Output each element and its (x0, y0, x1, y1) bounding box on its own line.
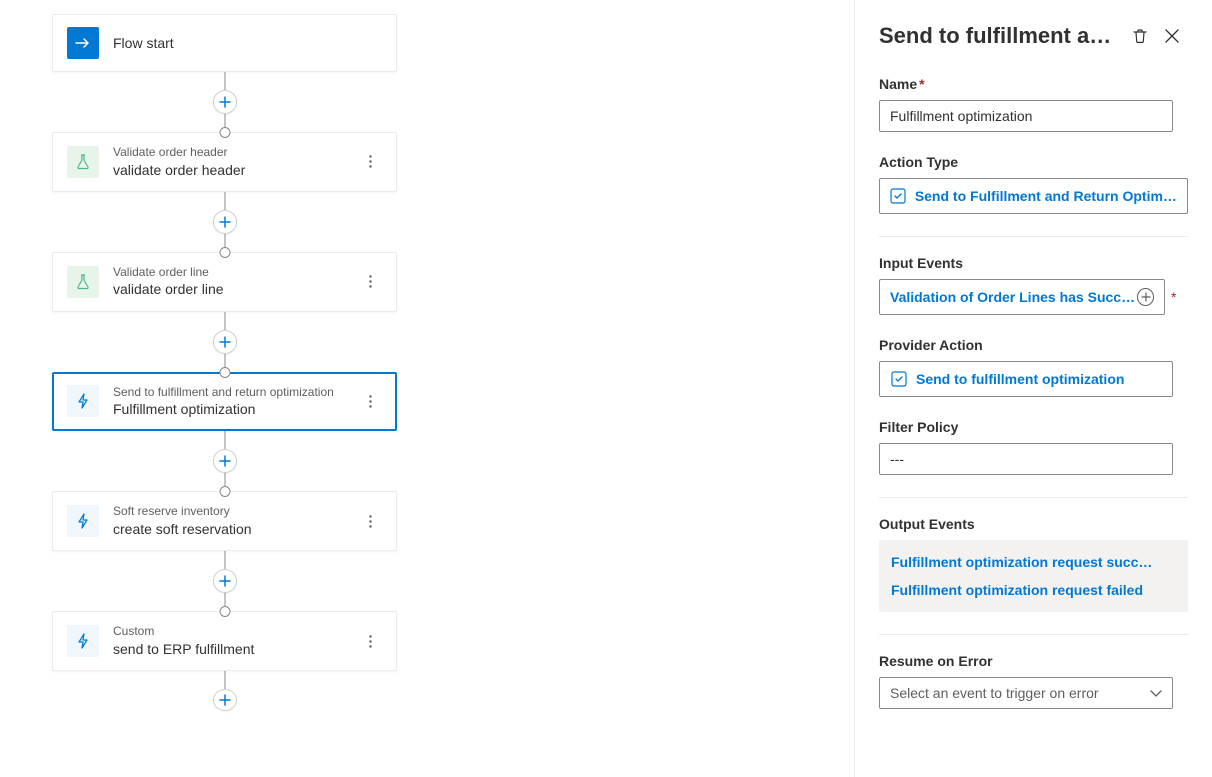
bolt-icon (67, 385, 99, 417)
filter-policy-input[interactable] (879, 443, 1173, 475)
resume-on-error-field: Resume on Error Select an event to trigg… (879, 653, 1188, 709)
flow-start-label: Flow start (113, 34, 382, 52)
provider-action-field: Provider Action Send to fulfillment opti… (879, 337, 1188, 397)
name-field: Name* (879, 76, 1188, 132)
provider-action-value: Send to fulfillment optimization (916, 371, 1124, 387)
node-menu-button[interactable] (358, 389, 382, 413)
resume-on-error-select[interactable]: Select an event to trigger on error (879, 677, 1173, 709)
arrow-icon (67, 27, 99, 59)
add-step-button[interactable] (213, 90, 237, 114)
divider (879, 497, 1188, 498)
node-menu-button[interactable] (358, 150, 382, 174)
name-label: Name* (879, 76, 1188, 92)
flow-start-node[interactable]: Flow start (52, 14, 397, 72)
connector (52, 72, 397, 132)
output-events-label: Output Events (879, 516, 1188, 532)
action-type-label: Action Type (879, 154, 1188, 170)
resume-on-error-label: Resume on Error (879, 653, 1188, 669)
node-title: validate order header (113, 161, 358, 179)
flow-node-validate-header[interactable]: Validate order header validate order hea… (52, 132, 397, 192)
close-button[interactable] (1156, 20, 1188, 52)
input-event-select[interactable]: Validation of Order Lines has Succeed… (879, 279, 1165, 315)
provider-action-select[interactable]: Send to fulfillment optimization (879, 361, 1173, 397)
flask-icon (67, 146, 99, 178)
required-mark: * (1171, 289, 1176, 305)
connector (52, 671, 397, 711)
add-icon[interactable] (1137, 288, 1154, 306)
bolt-icon (67, 505, 99, 537)
delete-button[interactable] (1124, 20, 1156, 52)
flow-canvas[interactable]: Flow start Validate order header validat… (0, 0, 854, 777)
output-event-item[interactable]: Fulfillment optimization request failed (891, 576, 1176, 604)
add-step-button[interactable] (213, 449, 237, 473)
output-events-field: Output Events Fulfillment optimization r… (879, 516, 1188, 612)
connector (52, 312, 397, 372)
action-icon (890, 370, 908, 388)
flow-column: Flow start Validate order header validat… (52, 0, 397, 771)
connector (52, 551, 397, 611)
input-event-value: Validation of Order Lines has Succeed… (890, 289, 1137, 305)
action-type-field: Action Type Send to Fulfillment and Retu… (879, 154, 1188, 214)
flow-node-validate-line[interactable]: Validate order line validate order line (52, 252, 397, 312)
node-header: Validate order line (113, 265, 358, 281)
node-title: validate order line (113, 280, 358, 298)
divider (879, 634, 1188, 635)
action-icon (890, 187, 907, 205)
connector-port (219, 367, 230, 378)
node-header: Custom (113, 624, 358, 640)
node-header: Soft reserve inventory (113, 504, 358, 520)
connector (52, 431, 397, 491)
output-events-list: Fulfillment optimization request succ… F… (879, 540, 1188, 612)
node-title: create soft reservation (113, 520, 358, 538)
node-title: Fulfillment optimization (113, 400, 358, 418)
filter-policy-label: Filter Policy (879, 419, 1188, 435)
panel-title: Send to fulfillment an… (879, 23, 1124, 49)
bolt-icon (67, 625, 99, 657)
name-input[interactable] (879, 100, 1173, 132)
node-menu-button[interactable] (358, 509, 382, 533)
node-menu-button[interactable] (358, 270, 382, 294)
node-title: send to ERP fulfillment (113, 640, 358, 658)
flow-node-fulfillment-optimization[interactable]: Send to fulfillment and return optimizat… (52, 372, 397, 432)
divider (879, 236, 1188, 237)
connector-port (219, 486, 230, 497)
flask-icon (67, 266, 99, 298)
node-header: Send to fulfillment and return optimizat… (113, 385, 358, 401)
chevron-down-icon (1150, 685, 1162, 701)
node-menu-button[interactable] (358, 629, 382, 653)
action-type-value: Send to Fulfillment and Return Optimiza… (915, 188, 1177, 204)
flow-node-soft-reservation[interactable]: Soft reserve inventory create soft reser… (52, 491, 397, 551)
connector-port (219, 127, 230, 138)
provider-action-label: Provider Action (879, 337, 1188, 353)
add-step-button[interactable] (213, 210, 237, 234)
node-header: Validate order header (113, 145, 358, 161)
add-step-button[interactable] (213, 569, 237, 593)
add-step-button[interactable] (213, 330, 237, 354)
input-events-field: Input Events Validation of Order Lines h… (879, 255, 1188, 315)
output-event-item[interactable]: Fulfillment optimization request succ… (891, 548, 1176, 576)
input-events-label: Input Events (879, 255, 1188, 271)
panel-header: Send to fulfillment an… (855, 0, 1212, 62)
flow-node-erp-fulfillment[interactable]: Custom send to ERP fulfillment (52, 611, 397, 671)
connector-port (219, 606, 230, 617)
details-panel: Send to fulfillment an… Name* Action Typ… (854, 0, 1212, 777)
filter-policy-field: Filter Policy (879, 419, 1188, 475)
action-type-select[interactable]: Send to Fulfillment and Return Optimiza… (879, 178, 1188, 214)
add-step-button[interactable] (213, 689, 237, 711)
connector-port (219, 247, 230, 258)
panel-body: Name* Action Type Send to Fulfillment an… (855, 62, 1212, 755)
resume-on-error-placeholder: Select an event to trigger on error (890, 685, 1099, 701)
connector (52, 192, 397, 252)
